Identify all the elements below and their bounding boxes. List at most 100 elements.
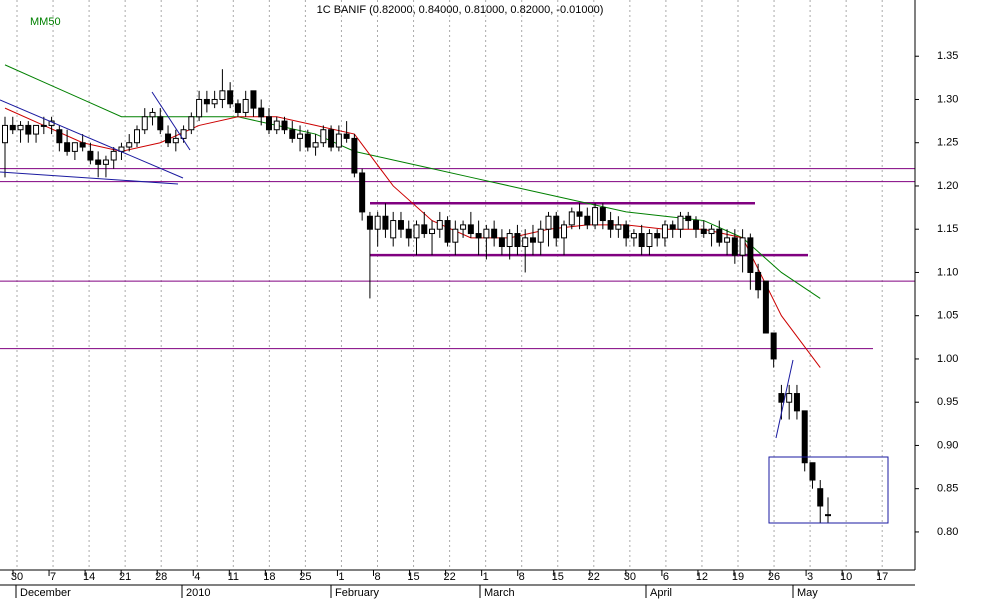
- candle-body: [335, 133, 342, 148]
- candle-body: [180, 129, 187, 139]
- month-label: March: [484, 587, 515, 599]
- x-tick-label: 18: [263, 571, 275, 583]
- candle-body: [623, 224, 630, 239]
- x-tick-label: 26: [768, 571, 780, 583]
- moving-average: [4, 64, 821, 299]
- candle-body: [685, 215, 692, 222]
- candle-body: [700, 228, 707, 235]
- candle-body: [102, 159, 109, 165]
- candle-body: [265, 116, 272, 131]
- candle-body: [615, 224, 622, 230]
- candle-body: [429, 228, 436, 235]
- candle-body: [630, 233, 637, 239]
- candle-body: [561, 224, 568, 239]
- candle-body: [677, 215, 684, 230]
- candle-body: [196, 98, 203, 118]
- x-tick-label: 25: [299, 571, 311, 583]
- x-tick-label: 15: [552, 571, 564, 583]
- candle-body: [258, 107, 265, 118]
- x-tick-label: 30: [624, 571, 636, 583]
- candle-body: [71, 142, 78, 152]
- candle-body: [64, 142, 71, 152]
- x-tick-label: 15: [407, 571, 419, 583]
- candle-body: [467, 224, 474, 235]
- candle-body: [545, 215, 552, 230]
- month-label: February: [335, 587, 380, 599]
- candle-body: [227, 90, 234, 105]
- y-tick-label: 1.15: [937, 223, 958, 235]
- x-tick-label: 19: [732, 571, 744, 583]
- candle-body: [297, 133, 304, 139]
- candle-body: [537, 228, 544, 243]
- candle-body: [33, 124, 40, 135]
- x-tick-label: 8: [519, 571, 525, 583]
- candle-body: [693, 220, 700, 230]
- candle-body: [242, 98, 249, 113]
- candle-body: [141, 116, 148, 131]
- x-tick-label: 14: [83, 571, 95, 583]
- candle-body: [188, 116, 195, 131]
- candle-body: [405, 228, 412, 239]
- x-tick-label: 6: [663, 571, 669, 583]
- x-tick-label: 7: [50, 571, 56, 583]
- candle-body: [483, 228, 490, 239]
- candle-body: [359, 172, 366, 213]
- candle-body: [522, 237, 529, 248]
- candle-body: [809, 462, 816, 481]
- candle-body: [304, 133, 311, 148]
- x-tick-label: 21: [119, 571, 131, 583]
- candle-body: [553, 215, 560, 239]
- candle-body: [172, 137, 179, 144]
- trend-line: [775, 359, 794, 439]
- highlight-box: [768, 456, 889, 524]
- candle-body: [25, 124, 32, 135]
- candle-body: [514, 233, 521, 248]
- candle-body: [770, 332, 777, 360]
- moving-average: [4, 107, 821, 368]
- candle-body: [203, 98, 210, 105]
- x-tick-label: 17: [876, 571, 888, 583]
- candle-body: [724, 237, 731, 243]
- candle-body: [343, 133, 350, 139]
- candle-body: [747, 237, 754, 273]
- candle-body: [234, 103, 241, 113]
- candle-body: [646, 233, 653, 248]
- y-tick-label: 1.10: [937, 266, 958, 278]
- y-tick-label: 1.05: [937, 310, 958, 322]
- candle-body: [669, 224, 676, 230]
- candle-body: [708, 228, 715, 235]
- candle-body: [475, 233, 482, 239]
- month-label: 2010: [186, 587, 210, 599]
- x-tick-label: 22: [588, 571, 600, 583]
- candle-body: [9, 124, 16, 131]
- candle-body: [576, 211, 583, 217]
- candle-body: [320, 129, 327, 144]
- x-tick-label: 11: [228, 571, 239, 583]
- y-tick-label: 0.80: [937, 526, 958, 538]
- candle-body: [289, 129, 296, 139]
- candle-body: [126, 142, 133, 148]
- candle-body: [568, 211, 575, 226]
- candle-body: [351, 137, 358, 174]
- trend-line: [0, 171, 179, 185]
- candle-body: [762, 280, 769, 334]
- x-tick-label: 1: [338, 571, 344, 583]
- candle-body: [607, 220, 614, 230]
- candle-body: [452, 228, 459, 243]
- x-tick-label: 4: [194, 571, 200, 583]
- candle-body: [421, 224, 428, 235]
- x-tick-label: 10: [840, 571, 852, 583]
- candle-body: [110, 150, 117, 161]
- candle-body: [312, 142, 319, 148]
- candle-body: [661, 224, 668, 239]
- candle-body: [460, 224, 467, 230]
- candle-body: [157, 116, 164, 131]
- candle-body: [40, 124, 47, 127]
- candle-body: [56, 129, 63, 144]
- candle-body: [825, 514, 831, 517]
- plot: [2, 69, 831, 524]
- candle-body: [219, 90, 226, 100]
- candle-body: [731, 237, 738, 256]
